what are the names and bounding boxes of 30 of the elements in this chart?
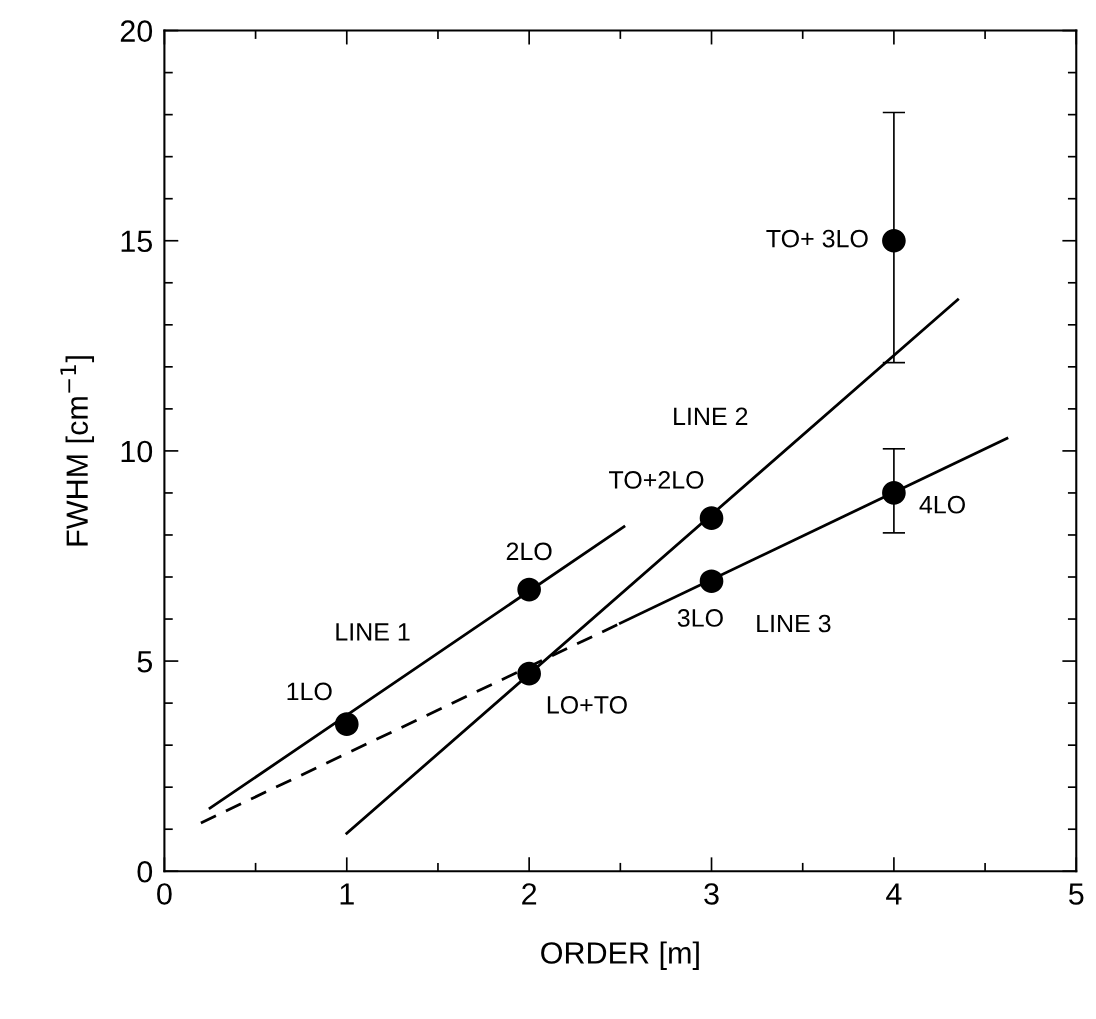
series-label: 2LO [506,542,552,561]
y-tick-label: 10 [121,440,153,463]
point [517,661,541,686]
point [517,577,541,602]
series-label: LINE 1 [336,623,410,641]
x-tick-label: 2 [522,883,537,905]
x-tick-label: 3 [704,883,719,905]
y-tick-label: 0 [137,860,153,883]
point [699,569,724,594]
series-label: LO+TO [547,696,627,714]
y-tick-label: 20 [120,20,153,42]
series-label: 4LO [919,495,965,514]
point [882,228,906,253]
x-axis-title: ORDER [m] [541,941,699,970]
series-label: 3LO [677,609,723,627]
point [882,481,906,505]
series-label: TO+2LO [609,471,704,489]
y-tick-label: 15 [121,230,153,253]
x-tick-label: 1 [340,883,354,905]
x-tick-label: 0 [157,883,172,905]
y-axis-title: FWHM [cm$^{−1}$] [60,356,95,546]
y-tick-label: 5 [137,651,153,673]
point [699,506,724,530]
series-label: TO+ 3LO [766,229,868,248]
series-label: LINE 2 [674,407,748,425]
series-label: 1LO [287,682,332,701]
text: LINE 3 [757,614,831,633]
x-tick-label: 4 [886,883,902,905]
x-tick-label: 5 [1069,883,1084,905]
point [334,712,359,736]
